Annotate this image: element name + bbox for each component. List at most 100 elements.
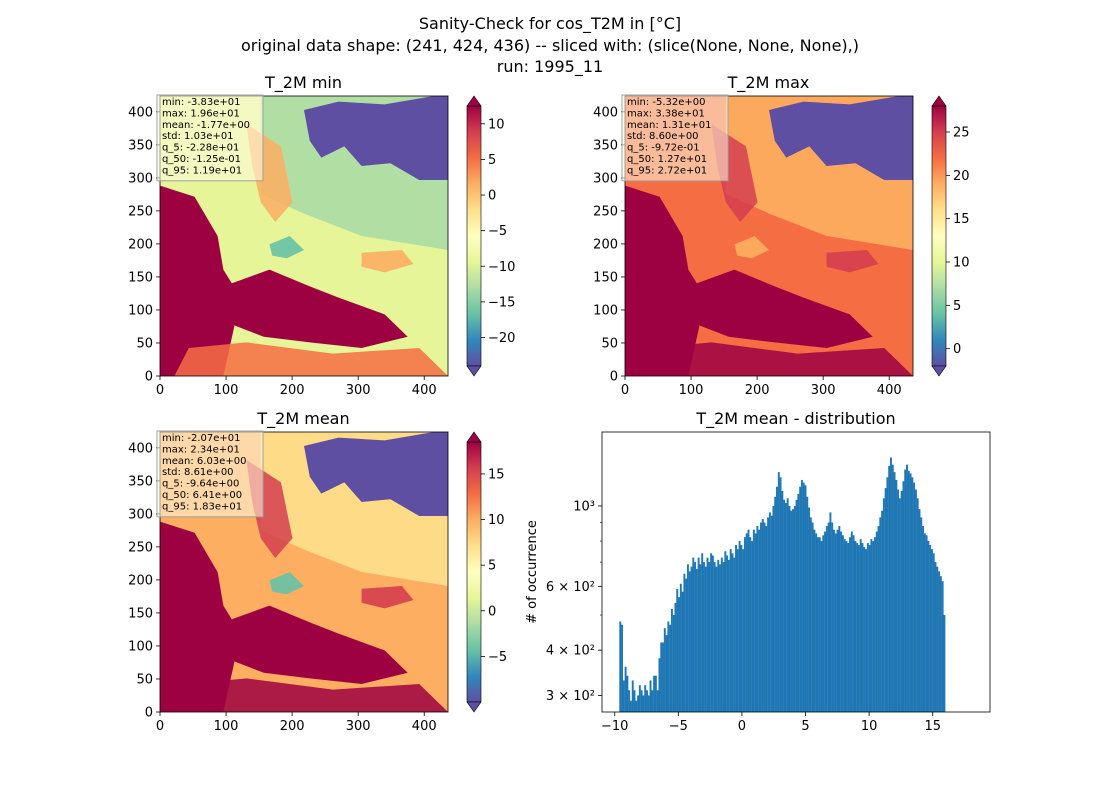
histogram-bar <box>736 549 739 712</box>
histogram-bar <box>742 549 745 712</box>
histogram-bar <box>777 472 780 712</box>
histogram-bar <box>809 517 812 712</box>
histogram-bar <box>897 489 900 712</box>
histogram-bar <box>621 624 624 712</box>
histogram-bar <box>733 557 736 712</box>
histogram-bar <box>904 469 907 712</box>
histogram-bar <box>681 591 684 712</box>
histogram-bar <box>792 509 794 712</box>
colorbar-extend-min <box>931 365 947 377</box>
histogram-bar <box>670 608 673 712</box>
stats-line: max: 1.96e+01 <box>162 108 240 119</box>
y-tick-label: 350 <box>128 474 153 489</box>
histogram-bar <box>891 464 894 712</box>
y-tick-label: 350 <box>128 138 153 153</box>
histogram-bar <box>852 535 855 712</box>
panel-title: T_2M mean <box>256 409 349 429</box>
x-tick-label: −10 <box>601 719 628 734</box>
histogram-bar <box>840 531 843 712</box>
histogram-bar <box>651 690 654 712</box>
colorbar-extend-max <box>931 95 947 107</box>
axis-ticks: 0 100 200 300 400 0 50 100 150 200 250 300 350 400 <box>128 105 436 398</box>
stats-line: std: 8.60e+00 <box>627 131 699 142</box>
panel-t2m-max: T_2M max 0 100 200 300 400050100150200250300… <box>593 73 969 398</box>
histogram-bar <box>695 568 698 712</box>
histogram-bar <box>843 539 846 712</box>
histogram-bar <box>703 562 705 712</box>
histogram-frame <box>601 431 991 713</box>
histogram-bar <box>934 562 937 712</box>
histogram-bar <box>647 695 650 712</box>
x-tick-label: 100 <box>214 719 239 734</box>
histogram-bar <box>749 537 752 712</box>
histogram-bar <box>923 533 926 712</box>
histogram-bar <box>847 543 850 712</box>
histogram-bar <box>930 549 933 712</box>
colorbar-tick-label: 10 <box>488 117 505 132</box>
histogram-bar <box>850 531 853 712</box>
histogram-bar <box>929 545 932 712</box>
histogram-bar <box>767 517 770 712</box>
histogram-bar <box>649 680 652 712</box>
stats-line: max: 3.38e+01 <box>627 108 705 119</box>
stats-line: std: 8.61e+00 <box>162 467 234 478</box>
y-tick-label: 300 <box>128 171 153 186</box>
histogram-bar <box>758 529 761 712</box>
histogram-bar <box>692 557 695 712</box>
histogram-bar <box>763 522 766 712</box>
stats-line: q_5: -2.28e+01 <box>162 143 239 154</box>
histogram-bar <box>836 529 839 712</box>
histogram-bar <box>743 537 746 712</box>
histogram-bar <box>644 685 647 712</box>
x-tick-label: 100 <box>214 383 239 398</box>
stats-box-background <box>621 94 729 182</box>
histogram-bar <box>816 537 819 712</box>
x-tick-label: 200 <box>280 719 305 734</box>
histogram-bar <box>722 562 725 712</box>
histogram-bar <box>665 635 668 712</box>
histogram-bar <box>719 564 721 712</box>
histogram-bar <box>711 555 714 712</box>
stats-line: q_95: 1.83e+01 <box>162 501 242 512</box>
histogram-bar <box>663 628 666 712</box>
histogram-bar <box>658 658 661 712</box>
stats-line: q_50: 6.41e+00 <box>162 490 242 501</box>
north-africa-region <box>639 342 913 376</box>
y-tick-label: 400 <box>128 105 153 120</box>
histogram-bar <box>686 564 689 712</box>
stats-line: q_95: 1.19e+01 <box>162 165 242 176</box>
histogram-bar <box>622 680 625 712</box>
heatmap-field <box>159 95 449 377</box>
histogram-bar <box>678 597 681 712</box>
colorbar-tick-label: 15 <box>953 212 970 227</box>
colorbar-tick-label: −15 <box>488 295 515 310</box>
histogram-bar <box>800 479 803 712</box>
histogram-bar <box>879 517 882 712</box>
y-tick-label: 10³ <box>573 499 595 514</box>
histogram-bar <box>690 566 693 712</box>
axis-ticks: 0 100 200 300 400 0 50 100 150 200 250 300 350 400 <box>593 105 901 398</box>
histogram-bar <box>870 539 873 712</box>
heatmap-field <box>159 431 449 713</box>
histogram-bar <box>845 541 848 712</box>
histogram-bar <box>646 690 648 712</box>
histogram-bar <box>765 526 768 712</box>
stats-line: q_5: -9.64e+00 <box>162 479 239 490</box>
colorbar-tick-label: −20 <box>488 331 515 346</box>
histogram-bar <box>943 615 946 712</box>
panel-title: T_2M min <box>264 73 342 93</box>
histogram-bar <box>729 549 732 712</box>
y-tick-label: 100 <box>593 303 618 318</box>
axes-frame <box>159 431 449 713</box>
colorbar: 25 20 15 10 5 0 <box>931 95 970 377</box>
histogram-bar <box>818 537 821 712</box>
histogram-bar <box>747 529 750 712</box>
atlantic-region <box>625 185 706 376</box>
black-sea-region <box>361 250 414 273</box>
figure-title-line-1: Sanity-Check for cos_T2M in [°C] <box>419 14 681 34</box>
scandinavia-cold-region <box>304 96 448 180</box>
figure-title-line-3: run: 1995_11 <box>497 57 603 77</box>
colorbar-extend-max <box>466 95 482 107</box>
y-tick-label: 150 <box>128 606 153 621</box>
